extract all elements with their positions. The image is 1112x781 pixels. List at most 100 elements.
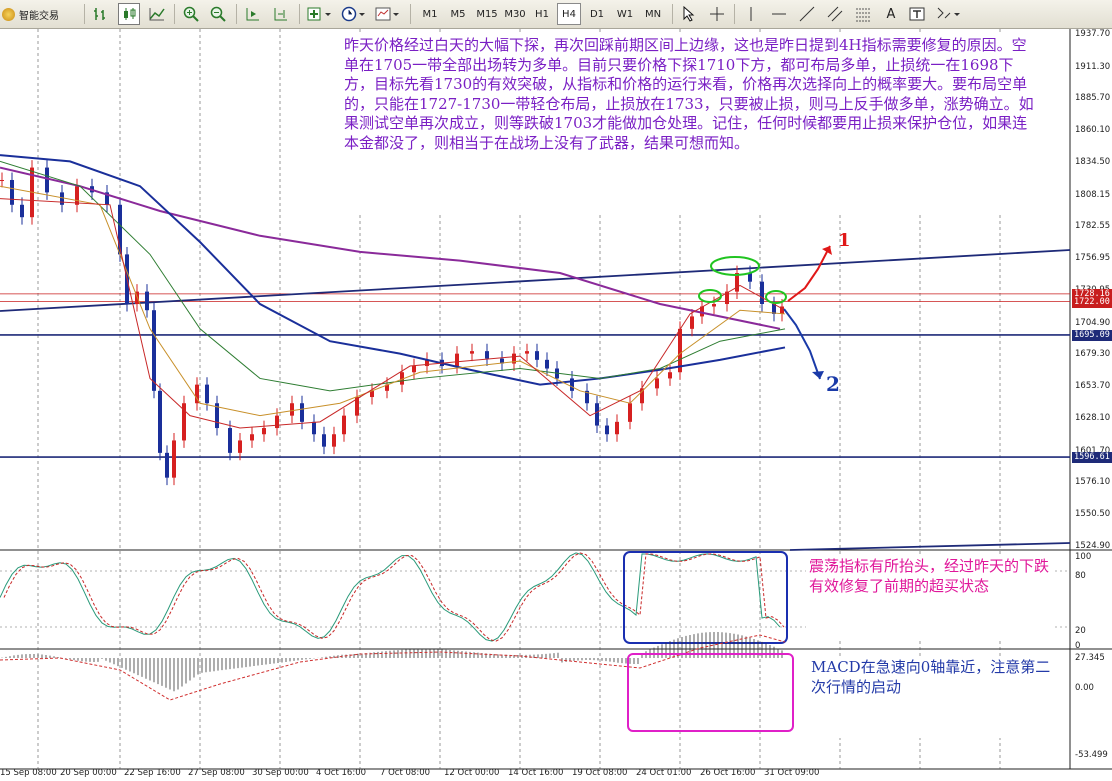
- price-axis-label: 1782.55: [1075, 221, 1111, 232]
- price-axis-label: 1576.10: [1075, 477, 1111, 488]
- time-axis-label: 19 Oct 08:00: [572, 768, 628, 778]
- price-tag: 1722.00: [1072, 296, 1112, 308]
- candle-body: [640, 388, 644, 404]
- chart-shift-icon[interactable]: [270, 3, 292, 25]
- trendline-icon[interactable]: [796, 3, 818, 25]
- zoom-out-icon[interactable]: [207, 3, 229, 25]
- timeframe-m30[interactable]: M30: [504, 8, 526, 20]
- periods-clock-icon[interactable]: [339, 3, 369, 25]
- stoch-main-line: [0, 552, 781, 642]
- text-tool-button[interactable]: A: [886, 6, 896, 22]
- templates-icon[interactable]: [373, 3, 403, 25]
- candle-body: [250, 434, 254, 441]
- stochastic-annotation: 震荡指标有所抬头，经过昨天的下跌有效修复了前期的超买状态: [806, 555, 1052, 639]
- candle-body: [145, 291, 149, 311]
- ma-200-line: [0, 166, 781, 330]
- timeframe-d1[interactable]: D1: [589, 8, 605, 20]
- lower-trendline: [789, 542, 1071, 551]
- price-axis-label: 1937.70: [1075, 29, 1111, 39]
- stoch-axis-label: 20: [1075, 626, 1086, 636]
- candle-body: [75, 186, 79, 205]
- candle-body: [425, 359, 429, 367]
- macd-axis-label: 0.00: [1075, 683, 1094, 693]
- candle-body: [690, 316, 694, 329]
- candle-body: [628, 403, 632, 422]
- candle-body: [20, 204, 24, 218]
- timeframe-m5[interactable]: M5: [450, 8, 466, 20]
- candle-body: [735, 273, 739, 292]
- price-axis-label: 1756.95: [1075, 253, 1111, 264]
- indicators-icon[interactable]: [305, 3, 335, 25]
- candle-body: [152, 310, 156, 391]
- candle-body: [678, 328, 682, 373]
- candle-body: [615, 421, 619, 435]
- candle-body: [725, 291, 729, 305]
- text-label-icon[interactable]: [906, 3, 928, 25]
- arrow-up-1: [787, 245, 831, 302]
- candle-body: [322, 434, 326, 447]
- timeframe-m1[interactable]: M1: [422, 8, 438, 20]
- candlestick-icon[interactable]: [118, 3, 140, 25]
- candle-body: [105, 192, 109, 205]
- timeframe-mn[interactable]: MN: [644, 8, 662, 20]
- price-axis-label: 1808.15: [1075, 189, 1111, 200]
- timeframe-w1[interactable]: W1: [616, 8, 634, 20]
- vertical-line-icon[interactable]: [740, 3, 762, 25]
- time-axis-label: 7 Oct 08:00: [380, 768, 431, 778]
- candle-body: [238, 440, 242, 453]
- price-axis-label: 1524.90: [1075, 541, 1111, 551]
- arrow-down-2-head: [812, 371, 824, 379]
- candle-body: [748, 273, 752, 282]
- candle-body: [228, 428, 232, 453]
- cursor-icon[interactable]: [678, 3, 700, 25]
- time-axis-label: 12 Oct 00:00: [444, 768, 500, 778]
- highlight-ellipse: [765, 290, 787, 304]
- price-chart[interactable]: [0, 29, 1112, 781]
- macd-axis-label: -53.499: [1075, 750, 1108, 760]
- time-axis-label: 30 Sep 00:00: [252, 768, 309, 778]
- candle-body: [485, 351, 489, 359]
- ma-20-line: [0, 185, 786, 417]
- candle-body: [60, 192, 64, 205]
- candle-body: [45, 167, 49, 193]
- expert-advisors-label: 智能交易: [19, 10, 59, 22]
- arrows-icon[interactable]: [934, 3, 964, 25]
- trendline: [0, 249, 1071, 312]
- arrow-label-2: 2: [826, 372, 840, 396]
- expert-advisors-button[interactable]: 智能交易: [2, 3, 72, 25]
- price-axis-label: 1911.30: [1075, 61, 1111, 72]
- price-axis-label: 1885.70: [1075, 93, 1111, 104]
- macd-highlight-box: [627, 653, 794, 732]
- ma-10-line: [0, 198, 786, 429]
- stoch-signal-line: [3, 552, 785, 642]
- price-tag: 1596.61: [1072, 452, 1112, 464]
- candle-body: [385, 384, 389, 391]
- candle-body: [370, 390, 374, 398]
- timeframe-h1[interactable]: H1: [535, 8, 549, 20]
- candle-body: [500, 358, 504, 364]
- candle-body: [10, 179, 14, 205]
- candle-body: [332, 434, 336, 447]
- crosshair-icon[interactable]: [706, 3, 728, 25]
- fibonacci-icon[interactable]: [852, 3, 874, 25]
- candle-body: [668, 372, 672, 379]
- line-chart-icon[interactable]: [146, 3, 168, 25]
- zoom-in-icon[interactable]: [180, 3, 202, 25]
- timeframe-m15[interactable]: M15: [476, 8, 498, 20]
- stoch-axis-label: 0: [1075, 641, 1081, 651]
- candle-body: [182, 403, 186, 441]
- candle-body: [205, 384, 209, 404]
- time-axis-label: 22 Sep 16:00: [124, 768, 181, 778]
- candle-body: [118, 204, 122, 255]
- autoscroll-icon[interactable]: [242, 3, 264, 25]
- arrow-label-1: 1: [838, 230, 851, 251]
- timeframe-h4[interactable]: H4: [557, 3, 581, 25]
- candle-body: [342, 415, 346, 435]
- bar-chart-icon[interactable]: [90, 3, 112, 25]
- equidistant-channel-icon[interactable]: [824, 3, 846, 25]
- candle-body: [772, 304, 776, 314]
- horizontal-line-icon[interactable]: [768, 3, 790, 25]
- expert-advisors-icon: [2, 7, 15, 21]
- candle-body: [760, 281, 764, 305]
- price-tag: 1695.09: [1072, 329, 1112, 341]
